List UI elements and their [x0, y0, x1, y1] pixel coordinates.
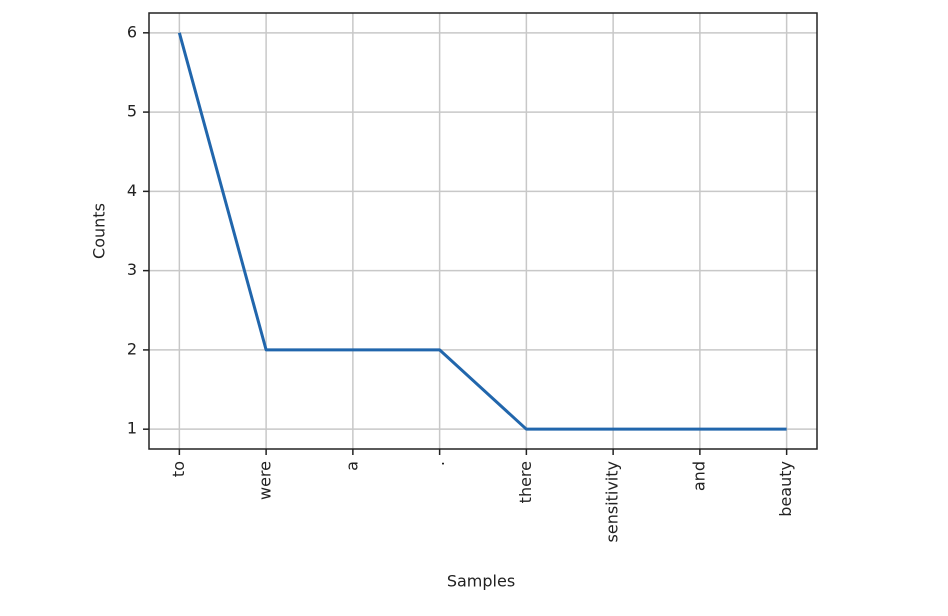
grid [149, 13, 817, 449]
y-tick-label: 3 [127, 260, 137, 279]
line [177, 32, 787, 431]
x-tick-label: a [342, 461, 361, 471]
axes-frame [148, 12, 818, 450]
y-tick-label: 1 [127, 419, 137, 438]
y-tick-label: 2 [127, 339, 137, 358]
x-tick-label: sensitivity [603, 461, 622, 542]
y-axis-label: Counts [90, 203, 109, 259]
x-tick-label: beauty [776, 461, 795, 517]
x-tick-label: there [516, 461, 535, 503]
x-tick-label: to [169, 461, 188, 477]
plot [177, 32, 787, 431]
y-tick-label: 5 [127, 102, 137, 121]
y-tick-label: 6 [127, 22, 137, 41]
x-tick-label: and [689, 461, 708, 491]
x-axis-label: Samples [447, 572, 515, 591]
x-tick-label: . [429, 461, 448, 466]
y-tick-label: 4 [127, 181, 137, 200]
x-tick-label: were [256, 461, 275, 500]
